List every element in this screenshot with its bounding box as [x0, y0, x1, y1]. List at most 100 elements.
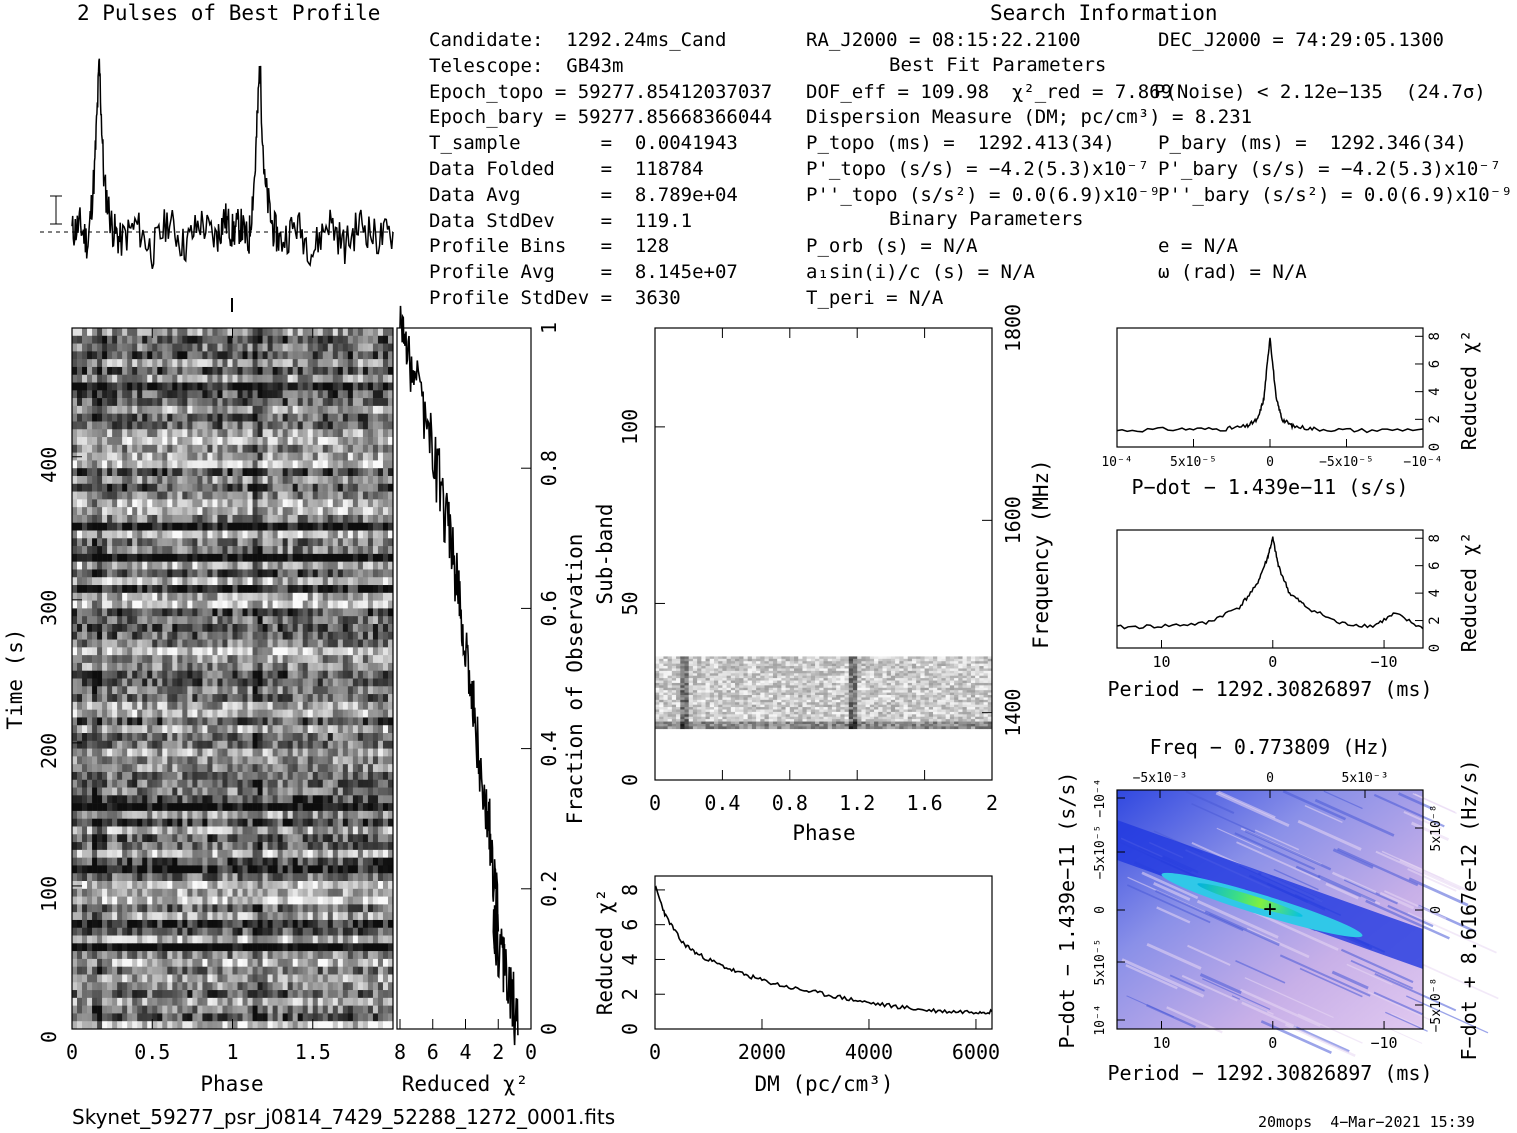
time-phase-cell	[122, 662, 128, 672]
time-phase-cell	[247, 686, 253, 695]
time-phase-cell	[382, 818, 389, 827]
time-phase-cell	[302, 717, 309, 726]
time-phase-cell	[112, 405, 118, 414]
time-phase-cell	[262, 787, 268, 796]
time-phase-cell	[197, 475, 203, 485]
time-phase-cell	[112, 779, 118, 788]
time-phase-cell	[292, 616, 299, 625]
time-phase-cell	[192, 335, 198, 344]
time-phase-cell	[87, 437, 93, 446]
time-phase-cell	[327, 771, 334, 781]
time-phase-cell	[117, 413, 123, 422]
time-phase-cell	[257, 771, 263, 781]
time-phase-cell	[72, 491, 78, 500]
time-phase-cell	[212, 639, 218, 648]
time-phase-cell	[367, 771, 374, 781]
time-phase-cell	[217, 927, 223, 936]
time-phase-cell	[352, 359, 359, 368]
time-phase-cell	[197, 647, 203, 656]
time-phase-cell	[82, 437, 88, 446]
time-phase-cell	[202, 343, 208, 352]
time-phase-cell	[232, 896, 238, 905]
time-phase-cell	[232, 390, 238, 399]
time-phase-cell	[112, 623, 118, 633]
time-phase-cell	[282, 912, 288, 921]
time-phase-cell	[182, 468, 188, 477]
time-phase-cell	[237, 748, 243, 757]
time-phase-cell	[282, 701, 288, 710]
time-phase-cell	[162, 639, 168, 648]
time-phase-cell	[197, 717, 203, 726]
time-phase-cell	[202, 421, 208, 430]
time-phase-cell	[117, 904, 123, 913]
time-phase-cell	[172, 343, 178, 352]
time-phase-cell	[362, 733, 369, 742]
time-phase-cell	[152, 561, 158, 570]
time-phase-cell	[382, 328, 389, 337]
time-phase-cell	[237, 359, 243, 368]
time-phase-cell	[357, 398, 364, 407]
time-phase-cell	[102, 374, 108, 383]
time-phase-cell	[277, 670, 283, 679]
time-phase-cell	[287, 522, 293, 531]
time-phase-cell	[132, 748, 138, 757]
time-phase-cell	[132, 413, 138, 422]
time-phase-cell	[197, 491, 203, 500]
time-phase-cell	[222, 662, 228, 672]
time-phase-cell	[82, 452, 88, 461]
time-phase-cell	[182, 709, 188, 718]
time-phase-cell	[282, 694, 288, 703]
time-phase-cell	[262, 865, 268, 874]
time-phase-cell	[92, 748, 98, 757]
time-phase-cell	[162, 538, 168, 547]
time-phase-cell	[87, 592, 93, 601]
time-phase-cell	[217, 616, 223, 625]
time-phase-cell	[157, 647, 163, 656]
time-phase-cell	[137, 725, 143, 734]
time-phase-cell	[302, 834, 309, 843]
time-phase-cell	[217, 904, 223, 913]
time-phase-cell	[362, 849, 369, 858]
time-phase-cell	[157, 382, 163, 391]
time-phase-cell	[292, 810, 299, 819]
time-phase-cell	[282, 499, 288, 508]
time-phase-cell	[237, 616, 243, 625]
time-phase-cell	[167, 662, 173, 672]
time-phase-cell	[107, 374, 113, 383]
time-phase-cell	[187, 779, 193, 788]
time-phase-cell	[177, 623, 183, 633]
time-phase-cell	[297, 655, 304, 664]
time-phase-cell	[207, 834, 213, 843]
time-phase-cell	[92, 351, 98, 360]
time-phase-cell	[357, 756, 364, 765]
time-phase-cell	[312, 740, 319, 749]
time-phase-cell	[327, 468, 334, 477]
time-phase-cell	[107, 328, 113, 337]
time-phase-cell	[242, 888, 248, 897]
time-phase-cell	[317, 787, 324, 796]
time-phase-cell	[257, 662, 263, 672]
time-phase-cell	[282, 881, 288, 890]
time-phase-cell	[187, 639, 193, 648]
time-phase-cell	[172, 429, 178, 438]
time-phase-cell	[212, 678, 218, 687]
time-phase-cell	[97, 616, 103, 625]
time-phase-cell	[267, 429, 273, 438]
time-phase-cell	[197, 592, 203, 601]
time-phase-cell	[277, 842, 283, 851]
time-phase-cell	[137, 787, 143, 796]
time-phase-cell	[222, 444, 228, 453]
time-phase-cell	[117, 530, 123, 539]
time-phase-cell	[237, 764, 243, 773]
time-phase-cell	[77, 592, 83, 601]
time-phase-cell	[87, 662, 93, 672]
time-phase-cell	[107, 507, 113, 516]
time-phase-cell	[137, 343, 143, 352]
time-phase-cell	[272, 405, 278, 414]
time-phase-cell	[332, 670, 339, 679]
time-phase-cell	[112, 881, 118, 890]
time-phase-cell	[352, 538, 359, 547]
time-phase-cell	[72, 919, 78, 929]
time-phase-cell	[252, 437, 258, 446]
time-phase-cell	[352, 748, 359, 757]
